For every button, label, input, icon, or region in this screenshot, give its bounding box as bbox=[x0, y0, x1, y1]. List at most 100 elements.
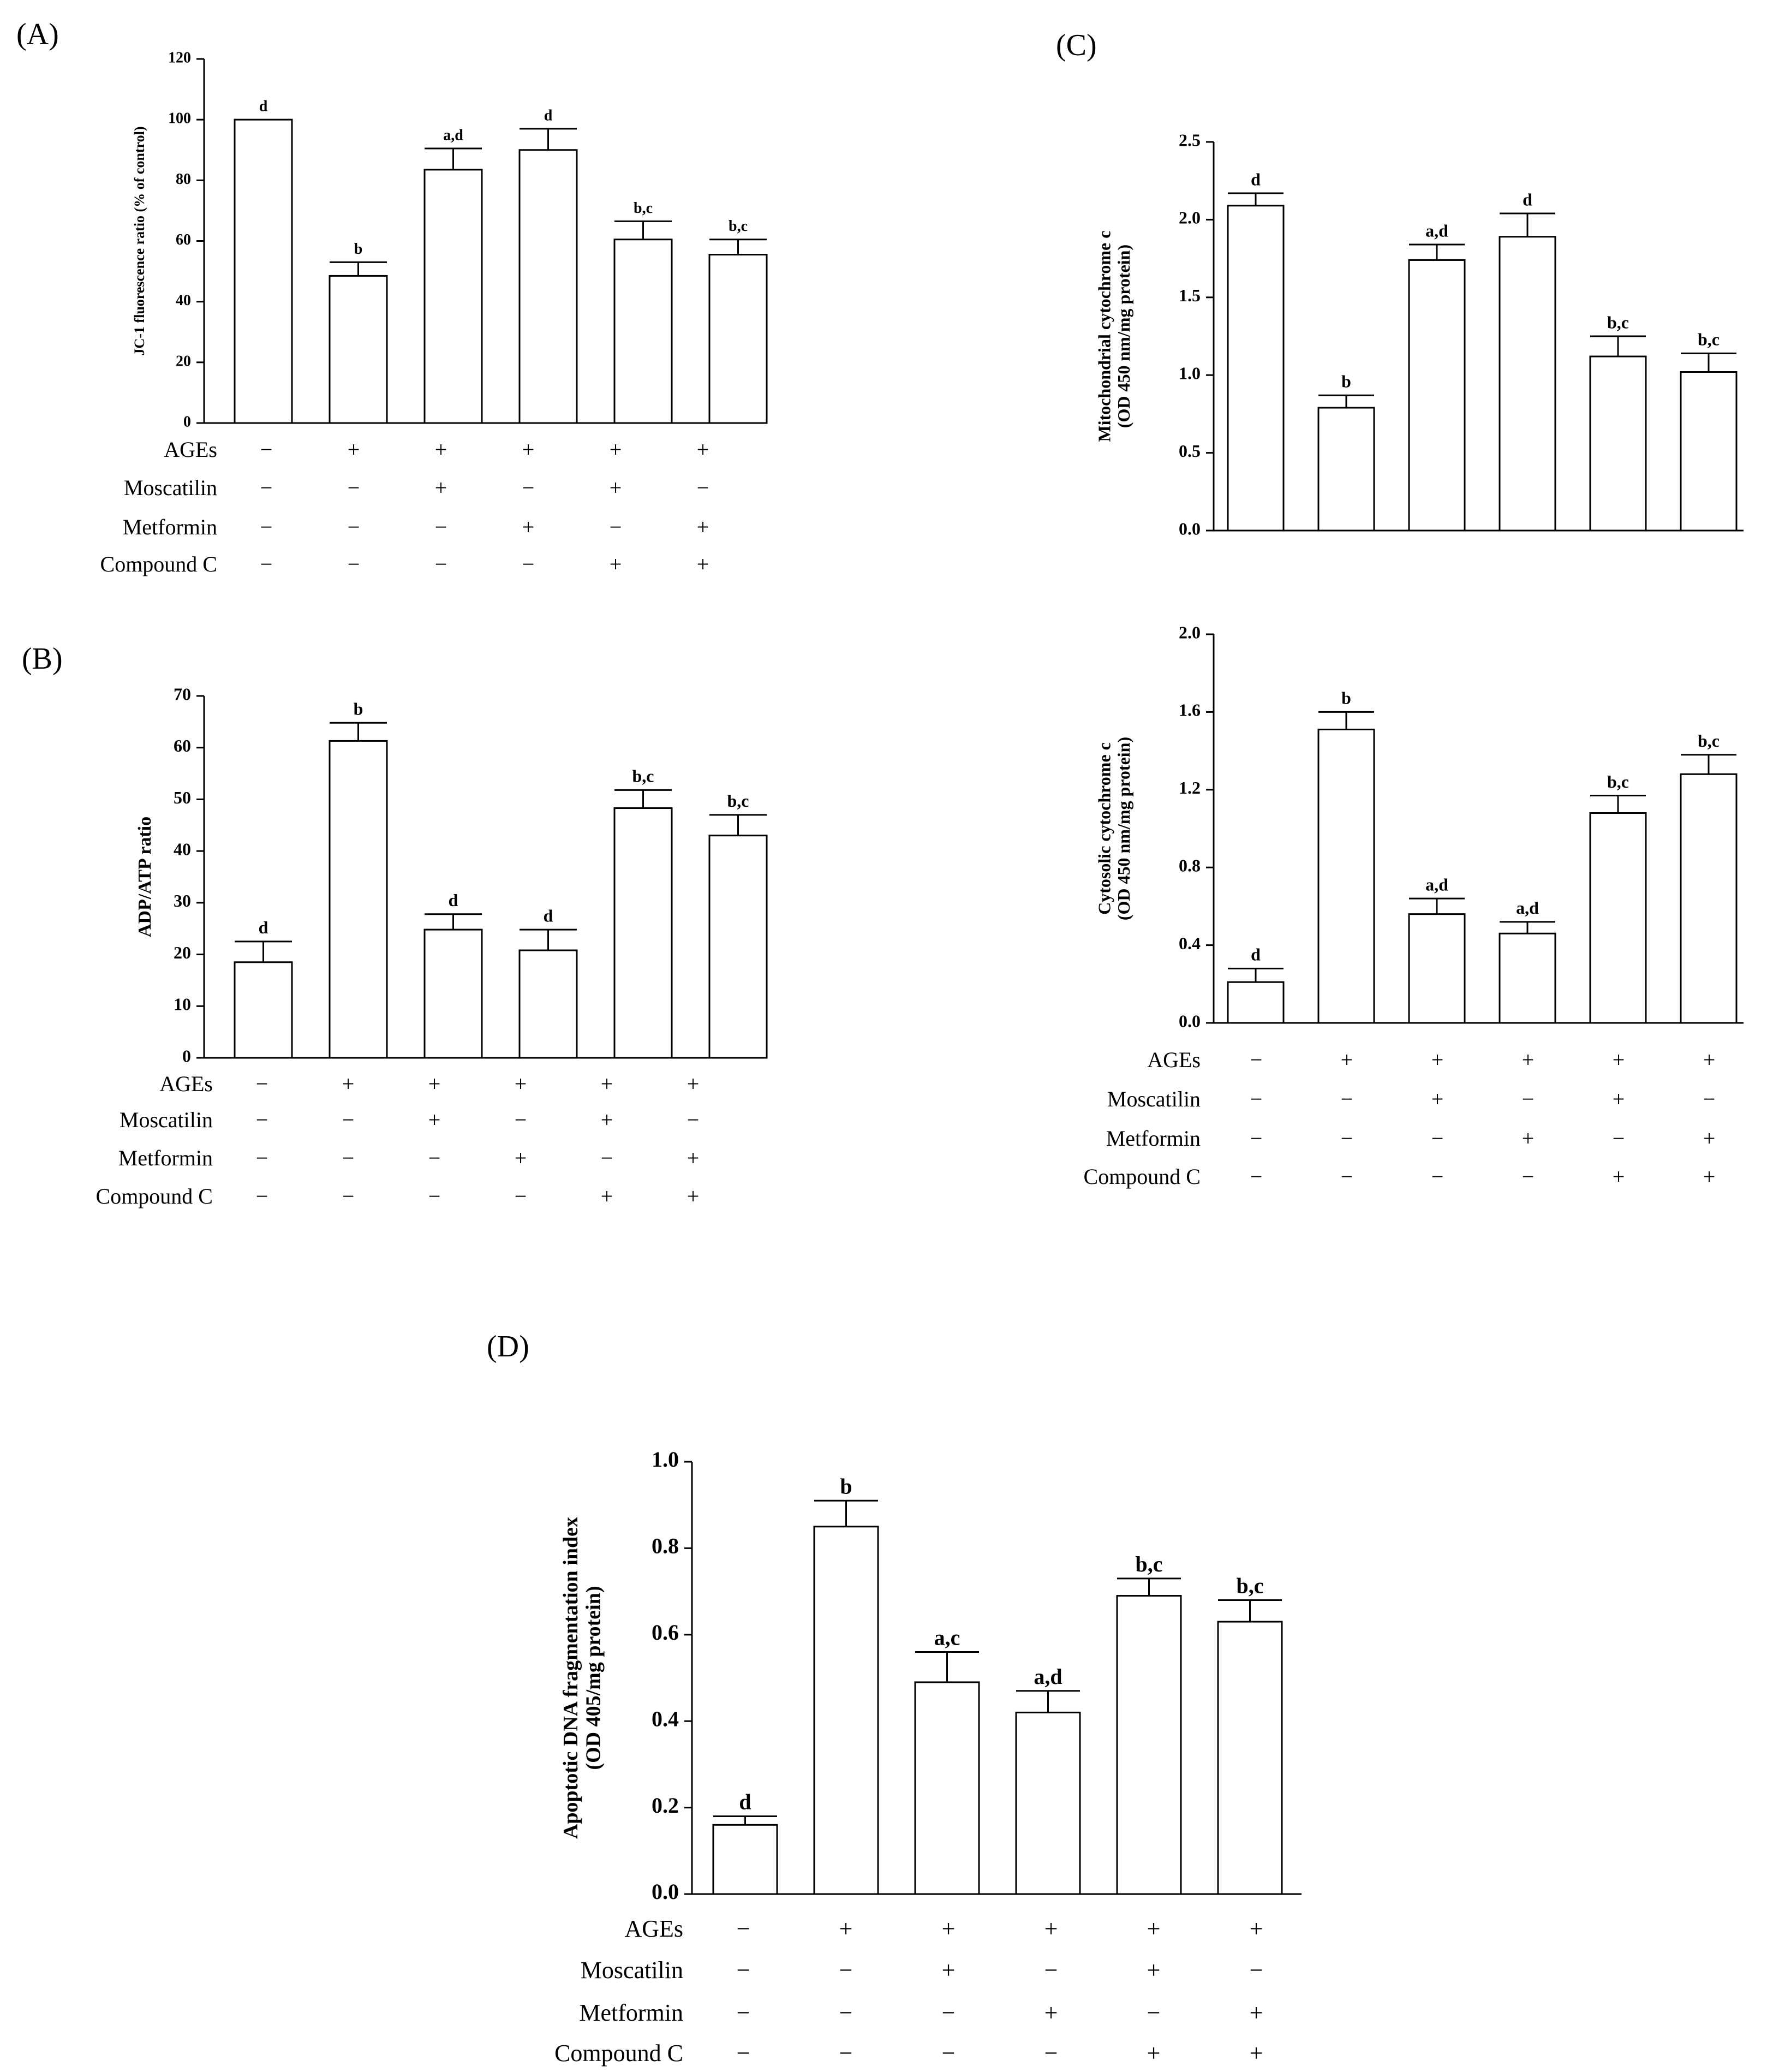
bar bbox=[234, 118, 293, 424]
treatment-sign: − bbox=[942, 2040, 956, 2067]
significance-label: b bbox=[354, 241, 363, 258]
treatment-sign: + bbox=[1613, 1047, 1625, 1072]
treatment-sign: − bbox=[1613, 1126, 1625, 1151]
y-tick-label: 70 bbox=[174, 684, 191, 704]
panel-label: (D) bbox=[487, 1330, 529, 1364]
treatment-sign: − bbox=[737, 1999, 750, 2026]
treatment-label: Compound C bbox=[100, 552, 217, 576]
y-tick-label: 80 bbox=[176, 171, 191, 188]
significance-label: b bbox=[1341, 372, 1351, 391]
treatment-sign: − bbox=[435, 552, 447, 576]
treatment-sign: + bbox=[435, 475, 447, 500]
treatment-sign: − bbox=[1431, 1164, 1444, 1189]
significance-label: a,d bbox=[1425, 875, 1448, 895]
significance-label: b,c bbox=[1136, 1552, 1163, 1576]
significance-label: b,c bbox=[632, 766, 654, 786]
treatment-sign: − bbox=[1250, 1087, 1263, 1111]
bar bbox=[329, 275, 388, 424]
treatment-sign: + bbox=[1703, 1164, 1716, 1189]
y-tick-label: 0.5 bbox=[1179, 441, 1201, 461]
significance-label: d bbox=[259, 98, 268, 115]
treatment-sign: + bbox=[697, 552, 709, 576]
bar bbox=[1227, 205, 1285, 532]
significance-label: b,c bbox=[1698, 330, 1720, 349]
significance-label: a,d bbox=[1516, 898, 1539, 918]
significance-label: b bbox=[840, 1474, 852, 1498]
y-tick-label: 0.2 bbox=[652, 1793, 679, 1818]
significance-label: b,c bbox=[1698, 731, 1720, 751]
y-tick-label: 2.0 bbox=[1179, 622, 1201, 642]
y-tick-label: 1.6 bbox=[1179, 700, 1201, 720]
treatment-sign: + bbox=[1341, 1047, 1353, 1072]
treatment-sign: − bbox=[256, 1071, 268, 1096]
treatment-sign: + bbox=[522, 515, 535, 539]
y-axis-label: (OD 450 nm/mg protein) bbox=[1114, 737, 1133, 920]
treatment-sign: + bbox=[1703, 1126, 1716, 1151]
y-tick-label: 2.0 bbox=[1179, 208, 1201, 228]
treatment-sign: + bbox=[515, 1146, 527, 1170]
treatment-sign: + bbox=[435, 437, 447, 462]
bar bbox=[1680, 773, 1738, 1024]
treatment-sign: − bbox=[260, 515, 273, 539]
bar bbox=[1015, 1711, 1081, 1895]
bar bbox=[613, 239, 673, 424]
treatment-sign: − bbox=[515, 1184, 527, 1208]
bar bbox=[518, 949, 578, 1059]
treatment-sign: − bbox=[1250, 1164, 1263, 1189]
y-tick-label: 0.6 bbox=[652, 1620, 679, 1645]
treatment-sign: + bbox=[1431, 1087, 1444, 1111]
treatment-label: Moscatilin bbox=[1107, 1087, 1201, 1111]
y-tick-label: 20 bbox=[174, 943, 191, 962]
significance-label: b,c bbox=[727, 791, 749, 811]
bar bbox=[712, 1824, 778, 1895]
treatment-sign: + bbox=[601, 1184, 613, 1208]
treatment-sign: + bbox=[942, 1915, 956, 1942]
bar bbox=[234, 961, 293, 1059]
bar bbox=[1227, 981, 1285, 1024]
y-tick-label: 0.4 bbox=[652, 1706, 679, 1731]
bar bbox=[613, 807, 673, 1059]
panel-c1: (C) 0.0 0.5 1.0 1.5 2.0 2.5 Mitochondrial cytoc… bbox=[1056, 28, 1744, 538]
treatment-label: AGEs bbox=[159, 1071, 213, 1096]
significance-label: d bbox=[1523, 189, 1532, 209]
treatment-sign: + bbox=[942, 1957, 956, 1984]
treatment-sign: + bbox=[1044, 1999, 1058, 2026]
treatment-sign: − bbox=[342, 1146, 355, 1170]
treatment-sign: − bbox=[839, 2040, 853, 2067]
treatment-sign: − bbox=[737, 2040, 750, 2067]
treatment-sign: − bbox=[342, 1184, 355, 1208]
y-axis-label: Cytosolic cytochrome c bbox=[1095, 742, 1114, 915]
bar bbox=[1317, 407, 1375, 532]
treatment-sign: + bbox=[1431, 1047, 1444, 1072]
treatment-sign: + bbox=[610, 475, 622, 500]
bar bbox=[708, 835, 768, 1059]
treatment-label: Compound C bbox=[1084, 1164, 1201, 1189]
y-tick-label: 20 bbox=[176, 353, 191, 370]
treatment-sign: − bbox=[1147, 1999, 1161, 2026]
treatment-sign: + bbox=[601, 1108, 613, 1132]
y-tick-label: 0 bbox=[182, 1046, 191, 1065]
panel-label: (C) bbox=[1056, 28, 1097, 62]
y-axis-label: (OD 405/mg protein) bbox=[582, 1586, 605, 1770]
significance-label: d bbox=[739, 1790, 751, 1814]
treatment-sign: − bbox=[515, 1108, 527, 1132]
treatment-sign: + bbox=[1250, 2040, 1263, 2067]
y-tick-label: 0.0 bbox=[1179, 519, 1201, 538]
treatment-sign: − bbox=[348, 515, 360, 539]
treatment-sign: + bbox=[839, 1915, 853, 1942]
treatment-sign: − bbox=[1703, 1087, 1716, 1111]
y-axis-label: Apoptotic DNA fragmentation index bbox=[559, 1517, 582, 1839]
bar bbox=[914, 1681, 980, 1895]
treatment-label: Compound C bbox=[96, 1184, 213, 1208]
y-tick-label: 50 bbox=[174, 788, 191, 807]
treatment-sign: − bbox=[342, 1108, 355, 1132]
treatment-sign: + bbox=[1613, 1164, 1625, 1189]
bar bbox=[1408, 259, 1466, 532]
bar bbox=[423, 928, 483, 1059]
significance-label: d bbox=[544, 107, 553, 124]
treatment-sign: − bbox=[348, 475, 360, 500]
y-tick-label: 1.0 bbox=[652, 1447, 679, 1472]
significance-label: d bbox=[544, 906, 553, 925]
significance-label: d bbox=[449, 890, 458, 910]
